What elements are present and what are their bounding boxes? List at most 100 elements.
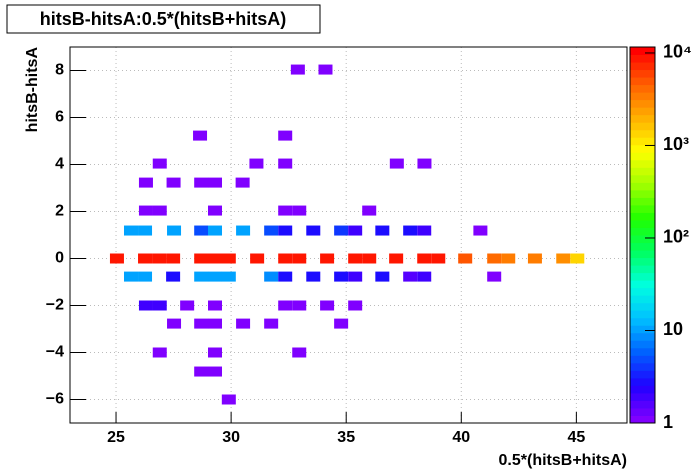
palette-band (630, 62, 655, 71)
cell (264, 318, 279, 329)
cell (473, 225, 488, 236)
cell (348, 253, 363, 264)
palette-band (630, 219, 655, 228)
x-tick-label: 25 (107, 429, 125, 446)
palette-band (630, 347, 655, 356)
palette-frame (629, 46, 656, 424)
cell (166, 253, 181, 264)
cell (375, 271, 390, 282)
palette-band (630, 235, 655, 244)
cell (194, 366, 209, 377)
cell (235, 177, 250, 188)
cell (208, 347, 223, 358)
palette-band (630, 287, 655, 296)
cell (320, 253, 335, 264)
y-tick-label: 2 (55, 203, 64, 220)
cell (417, 158, 432, 169)
cell (278, 253, 293, 264)
cell (318, 64, 333, 75)
cell (152, 300, 167, 311)
x-tick-label: 35 (337, 429, 355, 446)
cell (138, 271, 153, 282)
palette-band (630, 152, 655, 161)
cell (138, 205, 153, 216)
cell (194, 253, 209, 264)
y-tick-label: −6 (46, 391, 64, 408)
palette-band (630, 377, 655, 386)
cell (208, 271, 223, 282)
cell (348, 300, 363, 311)
cell (570, 253, 585, 264)
palette-band (630, 197, 655, 206)
cell (375, 225, 390, 236)
cell (417, 271, 432, 282)
cell (208, 318, 223, 329)
cell (152, 253, 167, 264)
palette-band (630, 227, 655, 236)
y-tick-label: −4 (46, 344, 64, 361)
palette-band (630, 144, 655, 153)
cell (138, 177, 153, 188)
cell (138, 300, 153, 311)
palette-band (630, 265, 655, 274)
cell (167, 225, 182, 236)
palette-band (630, 385, 655, 394)
title-box (6, 4, 321, 34)
palette-band (630, 325, 655, 334)
palette-band (630, 107, 655, 116)
palette-band (630, 407, 655, 416)
cell (109, 253, 124, 264)
cell (527, 253, 542, 264)
palette-band (630, 310, 655, 319)
palette-band (630, 92, 655, 101)
cell (264, 225, 279, 236)
y-tick-label: 4 (55, 156, 64, 173)
cell (306, 225, 321, 236)
palette-band (630, 167, 655, 176)
cell (152, 205, 167, 216)
palette-band (630, 69, 655, 78)
cell (221, 394, 236, 405)
palette-band (630, 159, 655, 168)
z-tick-label: 10² (663, 227, 689, 247)
cell (249, 158, 264, 169)
palette-band (630, 332, 655, 341)
cell (167, 318, 182, 329)
y-tick-label: −2 (46, 297, 64, 314)
y-tick-label: 6 (55, 109, 64, 126)
palette-band (630, 54, 655, 63)
palette-band (630, 84, 655, 93)
palette-band (630, 204, 655, 213)
x-tick-label: 40 (452, 429, 470, 446)
cell (208, 366, 223, 377)
z-tick-label: 10 (663, 319, 683, 339)
cell (166, 177, 181, 188)
cell (278, 300, 293, 311)
x-tick-label: 45 (567, 429, 585, 446)
palette-band (630, 99, 655, 108)
cell (362, 253, 377, 264)
cell (501, 253, 516, 264)
palette-band (630, 272, 655, 281)
cell (362, 205, 377, 216)
cell (292, 205, 307, 216)
palette-band (630, 295, 655, 304)
palette-band (630, 137, 655, 146)
cell (417, 253, 432, 264)
palette-band (630, 174, 655, 183)
cell (348, 271, 363, 282)
cell (123, 225, 138, 236)
palette-band (630, 392, 655, 401)
palette-band (630, 129, 655, 138)
cell (264, 271, 279, 282)
cell (250, 253, 265, 264)
cell (334, 271, 349, 282)
cell (194, 318, 209, 329)
cell (403, 225, 418, 236)
palette-band (630, 122, 655, 131)
cell (194, 177, 209, 188)
palette-band (630, 415, 655, 424)
cell (194, 271, 209, 282)
palette-band (630, 340, 655, 349)
